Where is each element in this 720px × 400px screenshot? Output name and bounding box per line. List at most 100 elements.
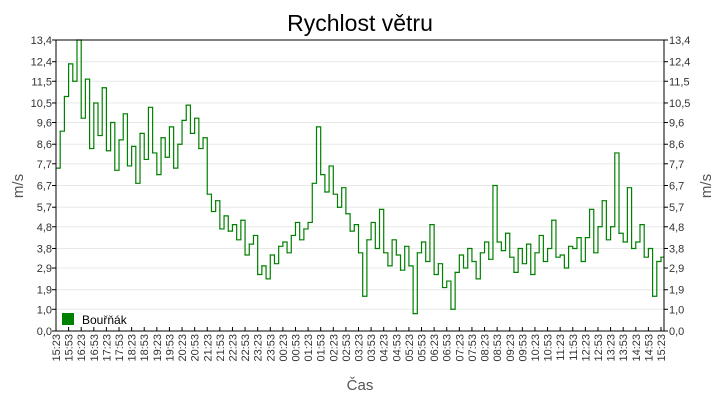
data-point — [164, 156, 166, 158]
data-point — [324, 191, 326, 193]
x-tick-label: 15:23 — [656, 334, 668, 362]
data-point — [126, 165, 129, 167]
data-point — [588, 208, 591, 210]
x-tick-label: 13:23 — [606, 334, 618, 362]
data-point — [299, 239, 301, 241]
data-point — [437, 263, 439, 265]
y-tick-label: 8,6 — [37, 139, 52, 151]
x-tick-label: 19:53 — [164, 334, 176, 362]
data-point — [601, 200, 603, 202]
data-point — [273, 263, 276, 265]
data-point — [622, 241, 624, 243]
data-point — [362, 295, 364, 297]
x-tick-label: 01:23 — [303, 334, 315, 362]
data-point — [651, 295, 654, 297]
data-point — [525, 243, 528, 245]
data-point — [643, 256, 645, 258]
data-point — [509, 256, 511, 258]
y-tick-label: 12,4 — [31, 57, 52, 69]
data-point — [496, 241, 498, 243]
data-point — [462, 267, 465, 269]
data-point — [446, 280, 448, 282]
data-point — [307, 221, 309, 224]
data-point — [311, 182, 313, 184]
x-tick-label: 13:53 — [618, 334, 630, 362]
data-point — [521, 263, 523, 265]
y-tick-label: 9,6 — [669, 118, 684, 130]
y-tick-label: 2,9 — [669, 263, 684, 275]
x-tick-label: 12:23 — [580, 334, 592, 362]
x-tick-label: 15:53 — [64, 334, 76, 362]
y-tick-label: 3,8 — [669, 243, 684, 255]
data-point — [584, 237, 586, 239]
y-tick-label: 2,9 — [37, 263, 52, 275]
data-point — [420, 241, 423, 243]
data-point — [336, 206, 339, 208]
series-layer — [55, 39, 664, 315]
data-point — [177, 143, 179, 145]
x-tick-label: 02:23 — [328, 334, 340, 362]
y-tick-label: 1,0 — [37, 304, 52, 316]
gridlines — [56, 61, 664, 310]
data-point — [114, 169, 116, 171]
x-tick-label: 20:53 — [190, 334, 202, 362]
data-point — [357, 252, 360, 254]
data-point — [492, 184, 494, 187]
x-tick-label: 05:53 — [417, 334, 429, 362]
data-point — [458, 254, 460, 256]
data-point — [202, 137, 204, 139]
x-tick-label: 11:53 — [568, 334, 580, 361]
data-point — [219, 228, 221, 230]
data-point — [93, 102, 95, 104]
y-tick-label: 1,9 — [669, 285, 684, 297]
x-tick-label: 23:53 — [265, 334, 277, 362]
data-point — [618, 232, 620, 234]
x-tick-label: 14:23 — [631, 334, 643, 362]
data-point — [59, 130, 61, 132]
legend: Bouřňák — [62, 313, 128, 327]
data-point — [450, 308, 452, 310]
data-point — [635, 241, 637, 243]
data-point — [500, 250, 502, 252]
data-point — [97, 134, 99, 137]
y-tick-label: 7,7 — [669, 159, 684, 171]
data-point — [84, 78, 87, 80]
x-tick-label: 18:23 — [127, 334, 139, 362]
y-axis-right: 0,0 1,0 1,9 2,9 3,8 4,8 5,7 6,7 7,7 8,6 9,6 10,5 11,… — [664, 35, 690, 338]
x-tick-label: 22:23 — [227, 334, 239, 362]
data-point — [139, 132, 141, 134]
data-point — [156, 174, 158, 176]
y-tick-label: 11,5 — [669, 76, 690, 88]
x-axis: 15:23 15:53 16:23 16:53 17:23 17:53 18:23 18:53… — [51, 327, 668, 362]
data-point — [609, 226, 612, 228]
data-point — [593, 252, 595, 254]
data-point — [278, 245, 280, 247]
data-point — [282, 241, 284, 243]
data-point — [131, 145, 133, 148]
data-point — [349, 230, 351, 232]
data-point — [378, 208, 381, 210]
data-point — [467, 247, 469, 250]
data-point — [454, 271, 456, 273]
data-point — [399, 269, 402, 271]
x-tick-label: 12:53 — [593, 334, 605, 362]
x-tick-label: 00:23 — [278, 334, 290, 362]
x-tick-label: 09:23 — [505, 334, 517, 362]
data-point — [404, 245, 406, 247]
data-point — [210, 210, 213, 213]
y-tick-label: 9,6 — [37, 118, 52, 130]
y-tick-label: 1,0 — [669, 304, 684, 316]
data-point — [227, 230, 229, 232]
data-point — [597, 226, 599, 228]
data-point — [198, 147, 200, 150]
data-point — [261, 265, 263, 267]
x-tick-label: 16:53 — [89, 334, 101, 362]
y-tick-label: 13,4 — [669, 35, 690, 47]
x-tick-label: 11:23 — [555, 334, 567, 361]
data-point — [605, 239, 607, 241]
data-point — [118, 139, 120, 141]
x-tick-label: 21:53 — [215, 334, 227, 362]
data-point — [110, 121, 112, 124]
data-point — [286, 252, 288, 254]
data-point — [479, 252, 481, 254]
